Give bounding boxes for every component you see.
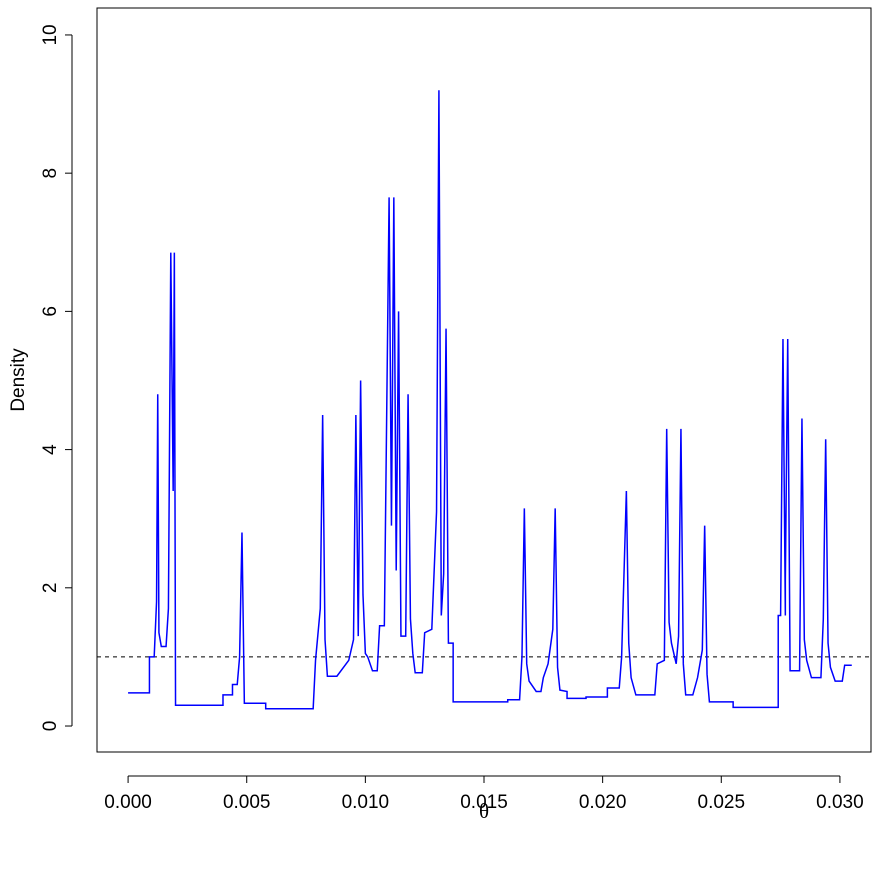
y-tick-label: 10 (40, 24, 61, 45)
y-tick-label: 6 (40, 306, 61, 317)
y-tick-label: 0 (40, 721, 61, 732)
y-axis-label: Density (8, 348, 29, 412)
x-tick-label: 0.030 (816, 792, 864, 813)
x-tick-label: 0.015 (460, 792, 508, 813)
y-tick-label: 8 (40, 168, 61, 179)
x-tick-label: 0.000 (104, 792, 152, 813)
x-tick-label: 0.010 (342, 792, 390, 813)
x-tick-label: 0.020 (579, 792, 627, 813)
y-tick-label: 4 (40, 444, 61, 455)
x-tick-label: 0.025 (698, 792, 746, 813)
x-tick-label: 0.005 (223, 792, 271, 813)
plot-frame (96, 7, 872, 753)
density-line (128, 90, 852, 710)
y-tick-label: 2 (40, 583, 61, 594)
x-axis-label: θ (479, 799, 489, 823)
